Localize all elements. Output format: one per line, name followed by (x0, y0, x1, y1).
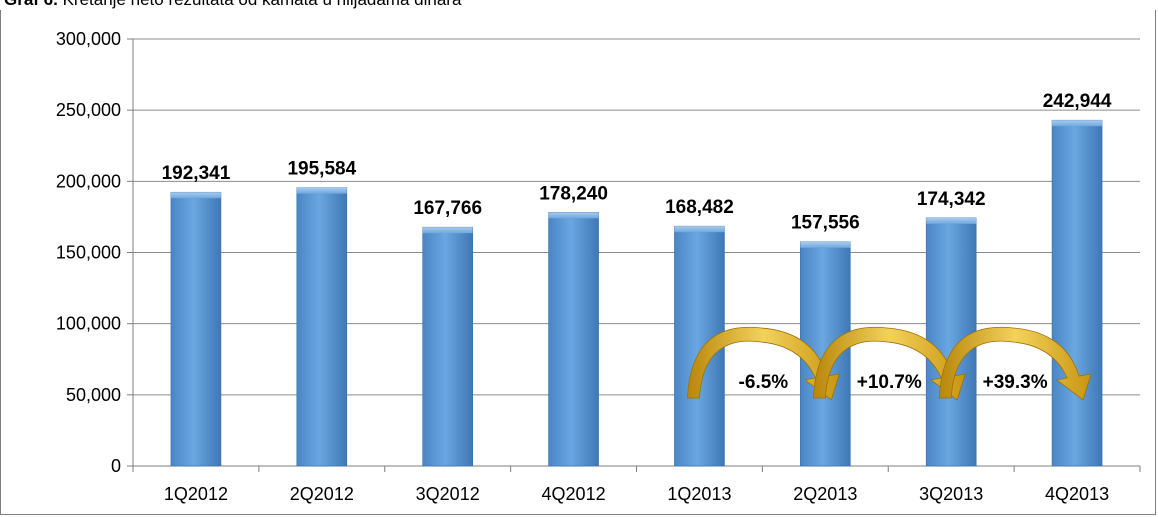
y-tick-label: 0 (111, 456, 121, 476)
data-label: 168,482 (665, 197, 734, 218)
x-tick-label: 4Q2012 (542, 484, 606, 504)
x-tick-label: 2Q2012 (290, 484, 354, 504)
bar (1051, 119, 1103, 467)
change-arrow: +39.3% (938, 326, 1092, 401)
data-label: 157,556 (791, 213, 860, 234)
bar-4Q2012 (548, 212, 599, 467)
y-tick-label: 50,000 (66, 385, 121, 405)
change-label: +10.7% (857, 372, 922, 393)
data-label: 178,240 (539, 183, 608, 204)
data-label: 195,584 (287, 159, 356, 180)
change-label: +39.3% (983, 372, 1048, 393)
bar (296, 187, 348, 467)
change-arrow: +10.7% (812, 326, 966, 401)
bar (170, 191, 222, 467)
x-tick-label: 3Q2013 (919, 484, 983, 504)
curved-arrow-icon (812, 326, 966, 401)
curved-arrow-icon (938, 326, 1092, 401)
chart-frame (0, 10, 1156, 515)
bar-cap (1052, 120, 1103, 127)
bar-cap (296, 187, 347, 194)
bar (548, 212, 599, 467)
bar-4Q2013 (1051, 119, 1103, 467)
curved-arrow-icon (687, 326, 840, 401)
bar-cap (674, 226, 725, 233)
bar-cap (422, 227, 473, 234)
data-label: 242,944 (1043, 91, 1112, 112)
change-arrow: -6.5% (687, 326, 840, 401)
bar-cap (926, 217, 977, 224)
x-tick-label: 4Q2013 (1045, 484, 1109, 504)
x-tick-label: 3Q2012 (416, 484, 480, 504)
bar-3Q2012 (422, 226, 473, 467)
change-label: -6.5% (739, 372, 789, 393)
bar-cap (800, 241, 851, 248)
data-label: 174,342 (917, 189, 986, 210)
x-tick-label: 1Q2012 (164, 484, 228, 504)
caption-text: Kretanje neto rezultata od kamata u hilj… (63, 0, 462, 9)
y-tick-label: 200,000 (56, 171, 121, 191)
y-tick-label: 150,000 (56, 243, 121, 263)
bar-cap (170, 192, 221, 199)
y-tick-label: 250,000 (56, 100, 121, 120)
bar-1Q2012 (170, 191, 222, 467)
y-tick-label: 100,000 (56, 314, 121, 334)
caption-label: Graf 6. (4, 0, 58, 9)
bar-2Q2012 (296, 187, 348, 467)
chart-caption: Graf 6. Kretanje neto rezultata od kamat… (4, 0, 461, 10)
data-label: 167,766 (413, 198, 482, 219)
bar-cap (548, 212, 599, 219)
data-label: 192,341 (162, 163, 231, 184)
bar (422, 226, 473, 467)
y-tick-label: 300,000 (56, 29, 121, 49)
x-tick-label: 2Q2013 (793, 484, 857, 504)
x-tick-label: 1Q2013 (667, 484, 731, 504)
